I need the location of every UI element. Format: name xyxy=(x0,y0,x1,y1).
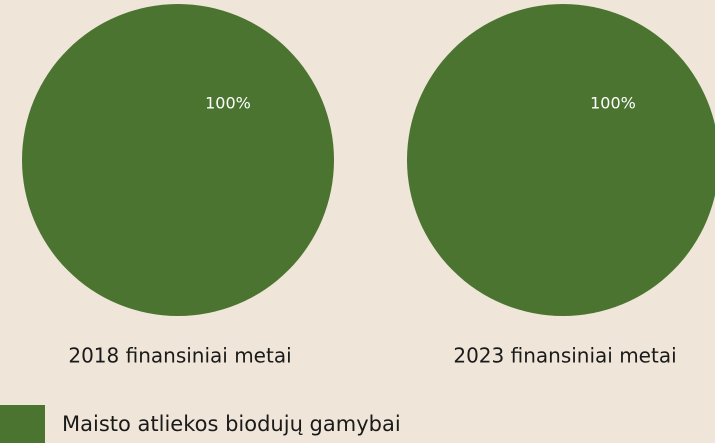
slice-label: 100% xyxy=(205,94,251,113)
pie-caption: 2018 finansiniai metai xyxy=(68,344,291,368)
legend-swatch xyxy=(0,405,45,443)
pie-slice xyxy=(407,4,715,316)
slice-label: 100% xyxy=(590,94,636,113)
legend-label: Maisto atliekos biodujų gamybai xyxy=(62,412,401,436)
pie-slice xyxy=(22,4,334,316)
pie-caption: 2023 finansiniai metai xyxy=(453,344,676,368)
